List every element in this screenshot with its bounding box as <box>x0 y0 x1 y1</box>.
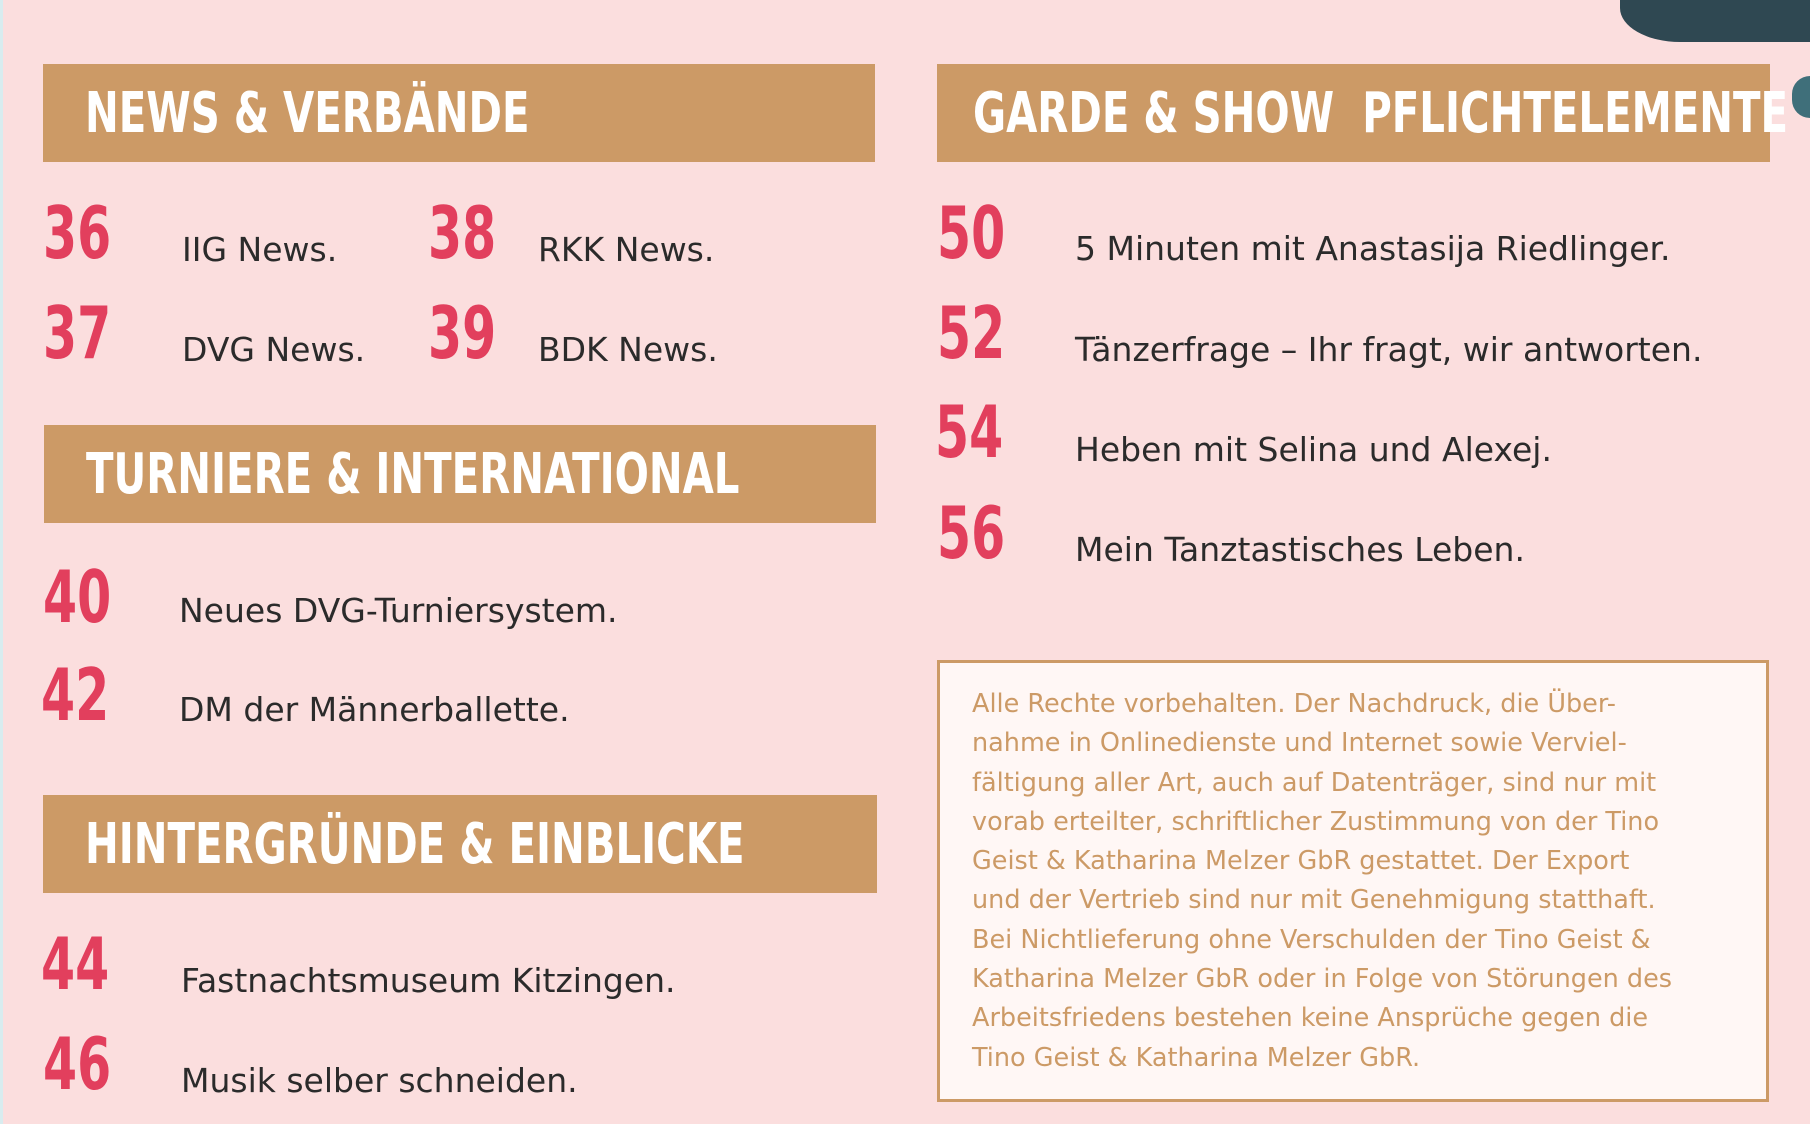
page-number: 50 <box>937 191 1006 275</box>
page-number: 37 <box>43 291 112 375</box>
entry-title: IIG News. <box>182 230 338 269</box>
page-number: 52 <box>937 291 1006 375</box>
section-header-turniere: TURNIERE & INTERNATIONAL <box>44 425 876 523</box>
page-number: 54 <box>935 390 1004 474</box>
entry-title: Mein Tanztastisches Leben. <box>1075 530 1525 569</box>
section-title-garde: GARDE & SHOW PFLICHTELEMENTE <box>973 80 1789 146</box>
entry-title: BDK News. <box>538 330 718 369</box>
section-title-turniere: TURNIERE & INTERNATIONAL <box>86 441 740 507</box>
page-number: 44 <box>41 922 110 1006</box>
page-number: 56 <box>937 491 1006 575</box>
copyright-notice: Alle Rechte vorbehalten. Der Nachdruck, … <box>937 660 1769 1102</box>
entry-title: DVG News. <box>182 330 366 369</box>
entry-title: Musik selber schneiden. <box>181 1061 578 1100</box>
decorative-shape-small <box>1792 76 1810 118</box>
page-number: 46 <box>43 1022 112 1106</box>
section-title-news: NEWS & VERBÄNDE <box>85 80 530 146</box>
section-title-hintergruende: HINTERGRÜNDE & EINBLICKE <box>85 811 745 877</box>
section-header-hintergruende: HINTERGRÜNDE & EINBLICKE <box>43 795 877 893</box>
entry-title: Neues DVG-Turniersystem. <box>179 591 618 630</box>
entry-title: Tänzerfrage – Ihr fragt, wir antworten. <box>1075 330 1703 369</box>
entry-title: DM der Männerballette. <box>179 690 570 729</box>
page-number: 39 <box>428 291 497 375</box>
page-number: 36 <box>43 191 112 275</box>
decorative-shape <box>1620 0 1810 42</box>
page-number: 42 <box>41 653 110 737</box>
entry-title: 5 Minuten mit Anastasija Riedlinger. <box>1075 229 1671 268</box>
section-header-garde: GARDE & SHOW PFLICHTELEMENTE <box>937 64 1788 162</box>
page-number: 38 <box>428 191 497 275</box>
page-edge <box>0 0 3 1124</box>
notice-text: Alle Rechte vorbehalten. Der Nachdruck, … <box>972 689 1673 1073</box>
section-header-news: NEWS & VERBÄNDE <box>43 64 875 162</box>
entry-title: Heben mit Selina und Alexej. <box>1075 430 1552 469</box>
entry-title: RKK News. <box>538 230 715 269</box>
entry-title: Fastnachtsmuseum Kitzingen. <box>181 961 676 1000</box>
page-number: 40 <box>43 555 112 639</box>
